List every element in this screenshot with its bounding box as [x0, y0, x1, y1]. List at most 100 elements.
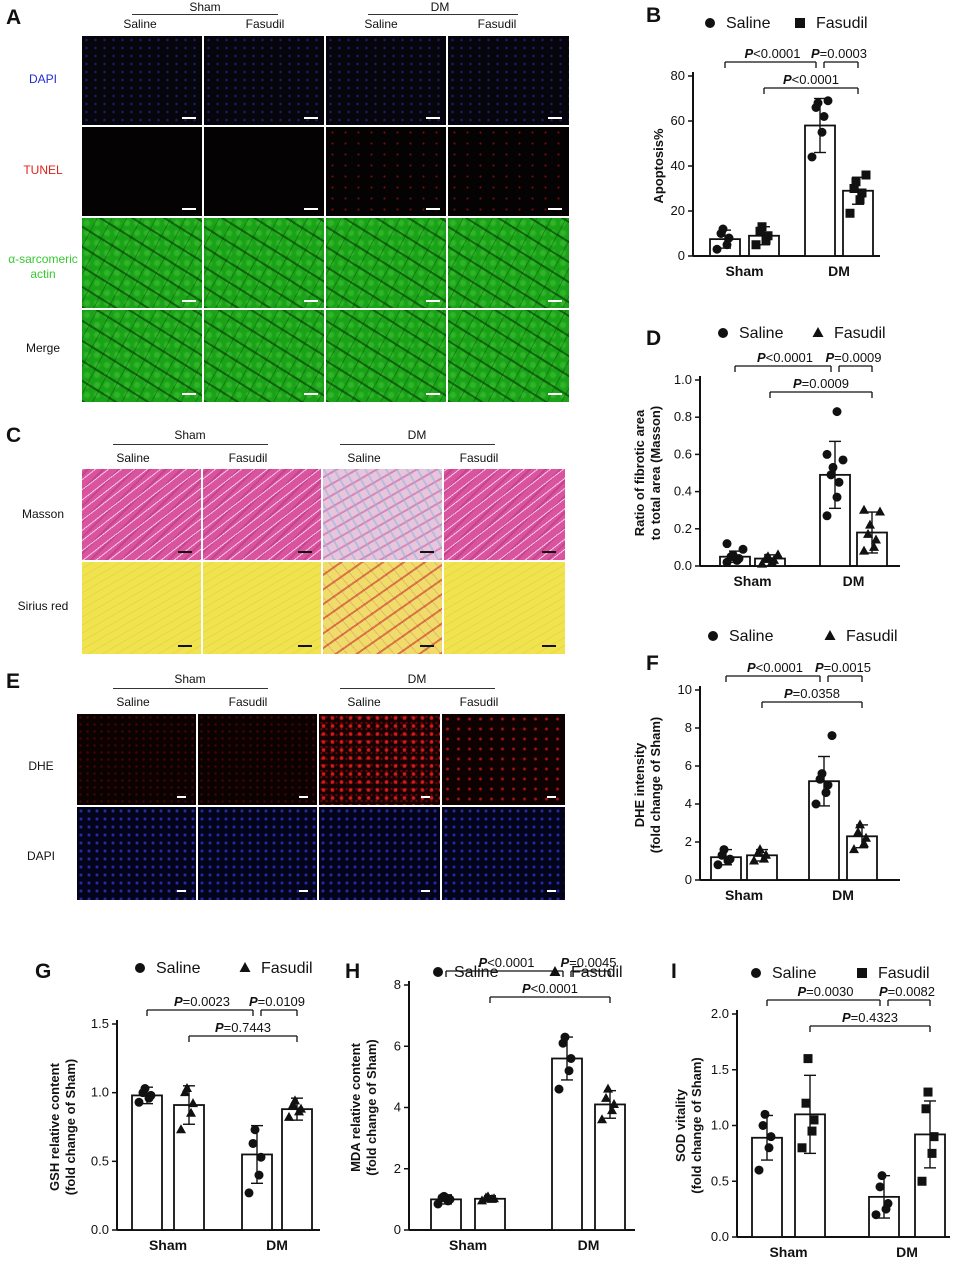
scale-bar — [304, 117, 318, 119]
legend-saline-marker — [708, 631, 718, 641]
legend-fasudil-label: Fasudil — [878, 965, 930, 982]
y-tick-label: 6 — [685, 758, 692, 773]
panel-a-row-merge: Merge — [25, 341, 60, 355]
scale-bar — [304, 393, 318, 395]
data-point — [877, 1171, 887, 1181]
x-category-label: DM — [896, 1244, 918, 1260]
data-point — [875, 506, 885, 516]
scale-bar — [421, 796, 430, 798]
tunel-actin-dm-fasudil — [448, 218, 569, 308]
legend-saline-marker — [718, 328, 728, 338]
dhe-dapi-sham-saline — [77, 807, 196, 900]
scale-bar — [426, 208, 440, 210]
data-point — [826, 470, 836, 480]
legend-saline-label: Saline — [726, 15, 771, 32]
panel-a-col-2: Fasudil — [245, 17, 285, 31]
data-point — [757, 558, 767, 568]
p-value-label: P=0.4323 — [842, 1010, 898, 1025]
data-point — [807, 152, 817, 162]
legend-saline-label: Saline — [739, 325, 784, 342]
scale-bar — [178, 551, 192, 553]
p-value-label: P<0.0001 — [783, 72, 839, 87]
chart-f-dhe-intensity: F Saline Fasudil 0 2 4 6 8 10 DHE intensity (fold … — [632, 628, 900, 903]
masson-sham-saline — [82, 469, 201, 560]
panel-e-row-dhe: DHE — [28, 759, 54, 773]
data-point — [809, 1115, 819, 1125]
data-point — [923, 1087, 933, 1097]
panel-c-group-dm-line — [340, 444, 495, 445]
y-axis-label: (fold change of Sham) — [689, 1057, 704, 1194]
y-tick-label: 8 — [685, 720, 692, 735]
y-tick-label: 0.2 — [674, 521, 692, 536]
data-point — [564, 1066, 574, 1076]
legend-saline-marker — [751, 968, 761, 978]
chart-panel-letter: I — [671, 960, 677, 983]
chart-i-sod-vitality: I Saline Fasudil 0.0 0.5 1.0 1.5 2.0 SOD vitalit… — [671, 960, 950, 1260]
tunel-merge-dm-saline — [326, 310, 446, 402]
x-category-label: DM — [843, 573, 865, 589]
scale-bar — [421, 890, 430, 892]
data-point — [823, 96, 833, 106]
scale-bar — [178, 645, 192, 647]
scale-bar — [542, 645, 556, 647]
y-tick-label: 0 — [685, 872, 692, 887]
data-point — [865, 519, 875, 529]
tunel-actin-sham-saline — [82, 218, 202, 308]
p-value-label: P=0.0009 — [793, 376, 849, 391]
legend-fasudil-label: Fasudil — [834, 325, 886, 342]
panel-c-col-3: Saline — [347, 451, 381, 465]
data-point — [176, 1124, 186, 1134]
y-tick-label: 4 — [685, 796, 692, 811]
panel-e-letter: E — [6, 670, 21, 693]
p-value-label: P=0.0082 — [879, 984, 935, 999]
data-point — [857, 188, 867, 198]
y-tick-label: 0 — [394, 1222, 401, 1237]
dhe-dm-fasudil — [442, 714, 565, 805]
data-point — [722, 539, 732, 549]
data-point — [250, 1125, 260, 1135]
data-point — [554, 1084, 564, 1094]
data-point — [817, 127, 827, 137]
chart-panel-letter: G — [35, 960, 51, 983]
data-point — [822, 511, 832, 521]
data-point — [871, 534, 881, 544]
data-point — [822, 449, 832, 459]
data-point — [134, 1097, 144, 1107]
data-point — [855, 819, 865, 829]
data-point — [921, 1104, 931, 1114]
data-point — [761, 849, 771, 859]
panel-e-row-dapi: DAPI — [26, 849, 55, 863]
scale-bar — [304, 208, 318, 210]
scale-bar — [298, 551, 312, 553]
y-tick-label: 1.0 — [711, 1118, 729, 1133]
panel-a-group-sham-line — [132, 14, 278, 15]
panel-e-col-3: Saline — [347, 695, 381, 709]
sirius-dm-fasudil — [444, 562, 565, 654]
panel-e-group-sham-line — [113, 688, 268, 689]
scale-bar — [547, 796, 556, 798]
data-point — [766, 1132, 776, 1142]
scale-bar — [426, 393, 440, 395]
y-tick-label: 1.0 — [91, 1085, 109, 1100]
tunel-tunel-sham-fasudil — [204, 127, 324, 216]
data-point — [834, 477, 844, 487]
panel-c-group-dm: DM — [407, 428, 427, 442]
y-axis-label: DHE intensity — [632, 742, 647, 827]
data-point — [859, 545, 869, 555]
data-point — [738, 544, 748, 554]
dhe-dapi-dm-fasudil — [442, 807, 565, 900]
data-point — [832, 407, 842, 417]
legend-fasudil-marker — [812, 327, 824, 337]
panel-c-col-2: Fasudil — [228, 451, 268, 465]
y-tick-label: 1.0 — [674, 372, 692, 387]
data-point — [254, 1170, 264, 1180]
data-point — [760, 1109, 770, 1119]
sirius-sham-saline — [82, 562, 201, 654]
data-point — [725, 854, 735, 864]
data-point — [607, 1105, 617, 1115]
tunel-tunel-dm-fasudil — [448, 127, 569, 216]
tunel-tunel-sham-saline — [82, 127, 202, 216]
y-axis-label: Apoptosis% — [651, 128, 666, 204]
data-point — [763, 231, 773, 241]
